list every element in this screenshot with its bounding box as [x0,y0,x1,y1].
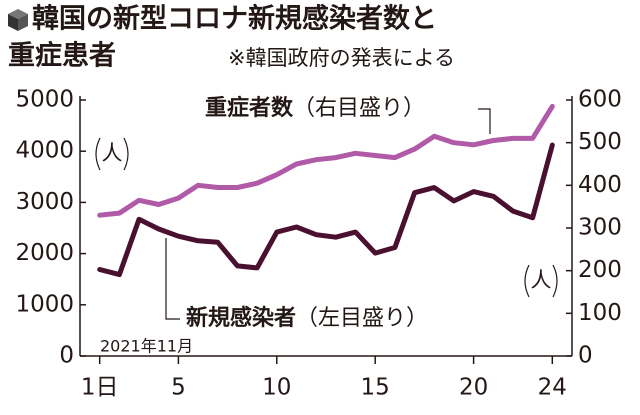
x-tick-label: 24 [538,375,567,401]
y2-tick-label: 100 [578,300,622,326]
y-tick-label: 0 [59,343,74,369]
y-tick-label: 4000 [15,138,74,164]
series-label: 新規感染者（左目盛り） [186,305,428,331]
x-tick-label: 1日 [81,375,119,401]
y2-tick-label: 200 [578,257,622,283]
series-line [97,103,555,218]
x-tick-label: 15 [361,375,390,401]
series-line [97,142,555,278]
leader-line [478,108,491,134]
y-tick-label: 5000 [15,87,74,113]
y2-tick-label: 300 [578,215,622,241]
chart-title: 重症患者 [8,41,116,72]
x-note: 2021年11月 [100,337,193,356]
series-label: 重症者数（右目盛り） [205,95,425,121]
leader-line [165,238,180,320]
unit-bracket [524,264,558,298]
series-name: 新規感染者 [186,305,296,331]
series-name: 重症者数 [205,95,294,121]
series-note: （左目盛り） [296,306,428,331]
chart-title: 韓国の新型コロナ新規感染者数と [32,3,437,35]
x-tick-label: 10 [262,375,291,401]
y-tick-label: 2000 [15,240,74,266]
y2-tick-label: 400 [578,172,622,198]
unit-bracket [95,137,129,171]
y2-tick-label: 500 [578,129,622,155]
chart-subtitle: ※韓国政府の発表による [228,46,455,70]
axis-unit: 人 [531,268,552,292]
series-note: （右目盛り） [293,96,425,121]
y2-tick-label: 600 [578,87,622,113]
y-tick-label: 1000 [15,291,74,317]
title-icon [8,9,28,31]
x-tick-label: 20 [459,375,488,401]
y2-tick-label: 0 [578,343,593,369]
axis-unit: 人 [102,141,123,165]
x-tick-label: 5 [171,375,186,401]
y-tick-label: 3000 [15,189,74,215]
